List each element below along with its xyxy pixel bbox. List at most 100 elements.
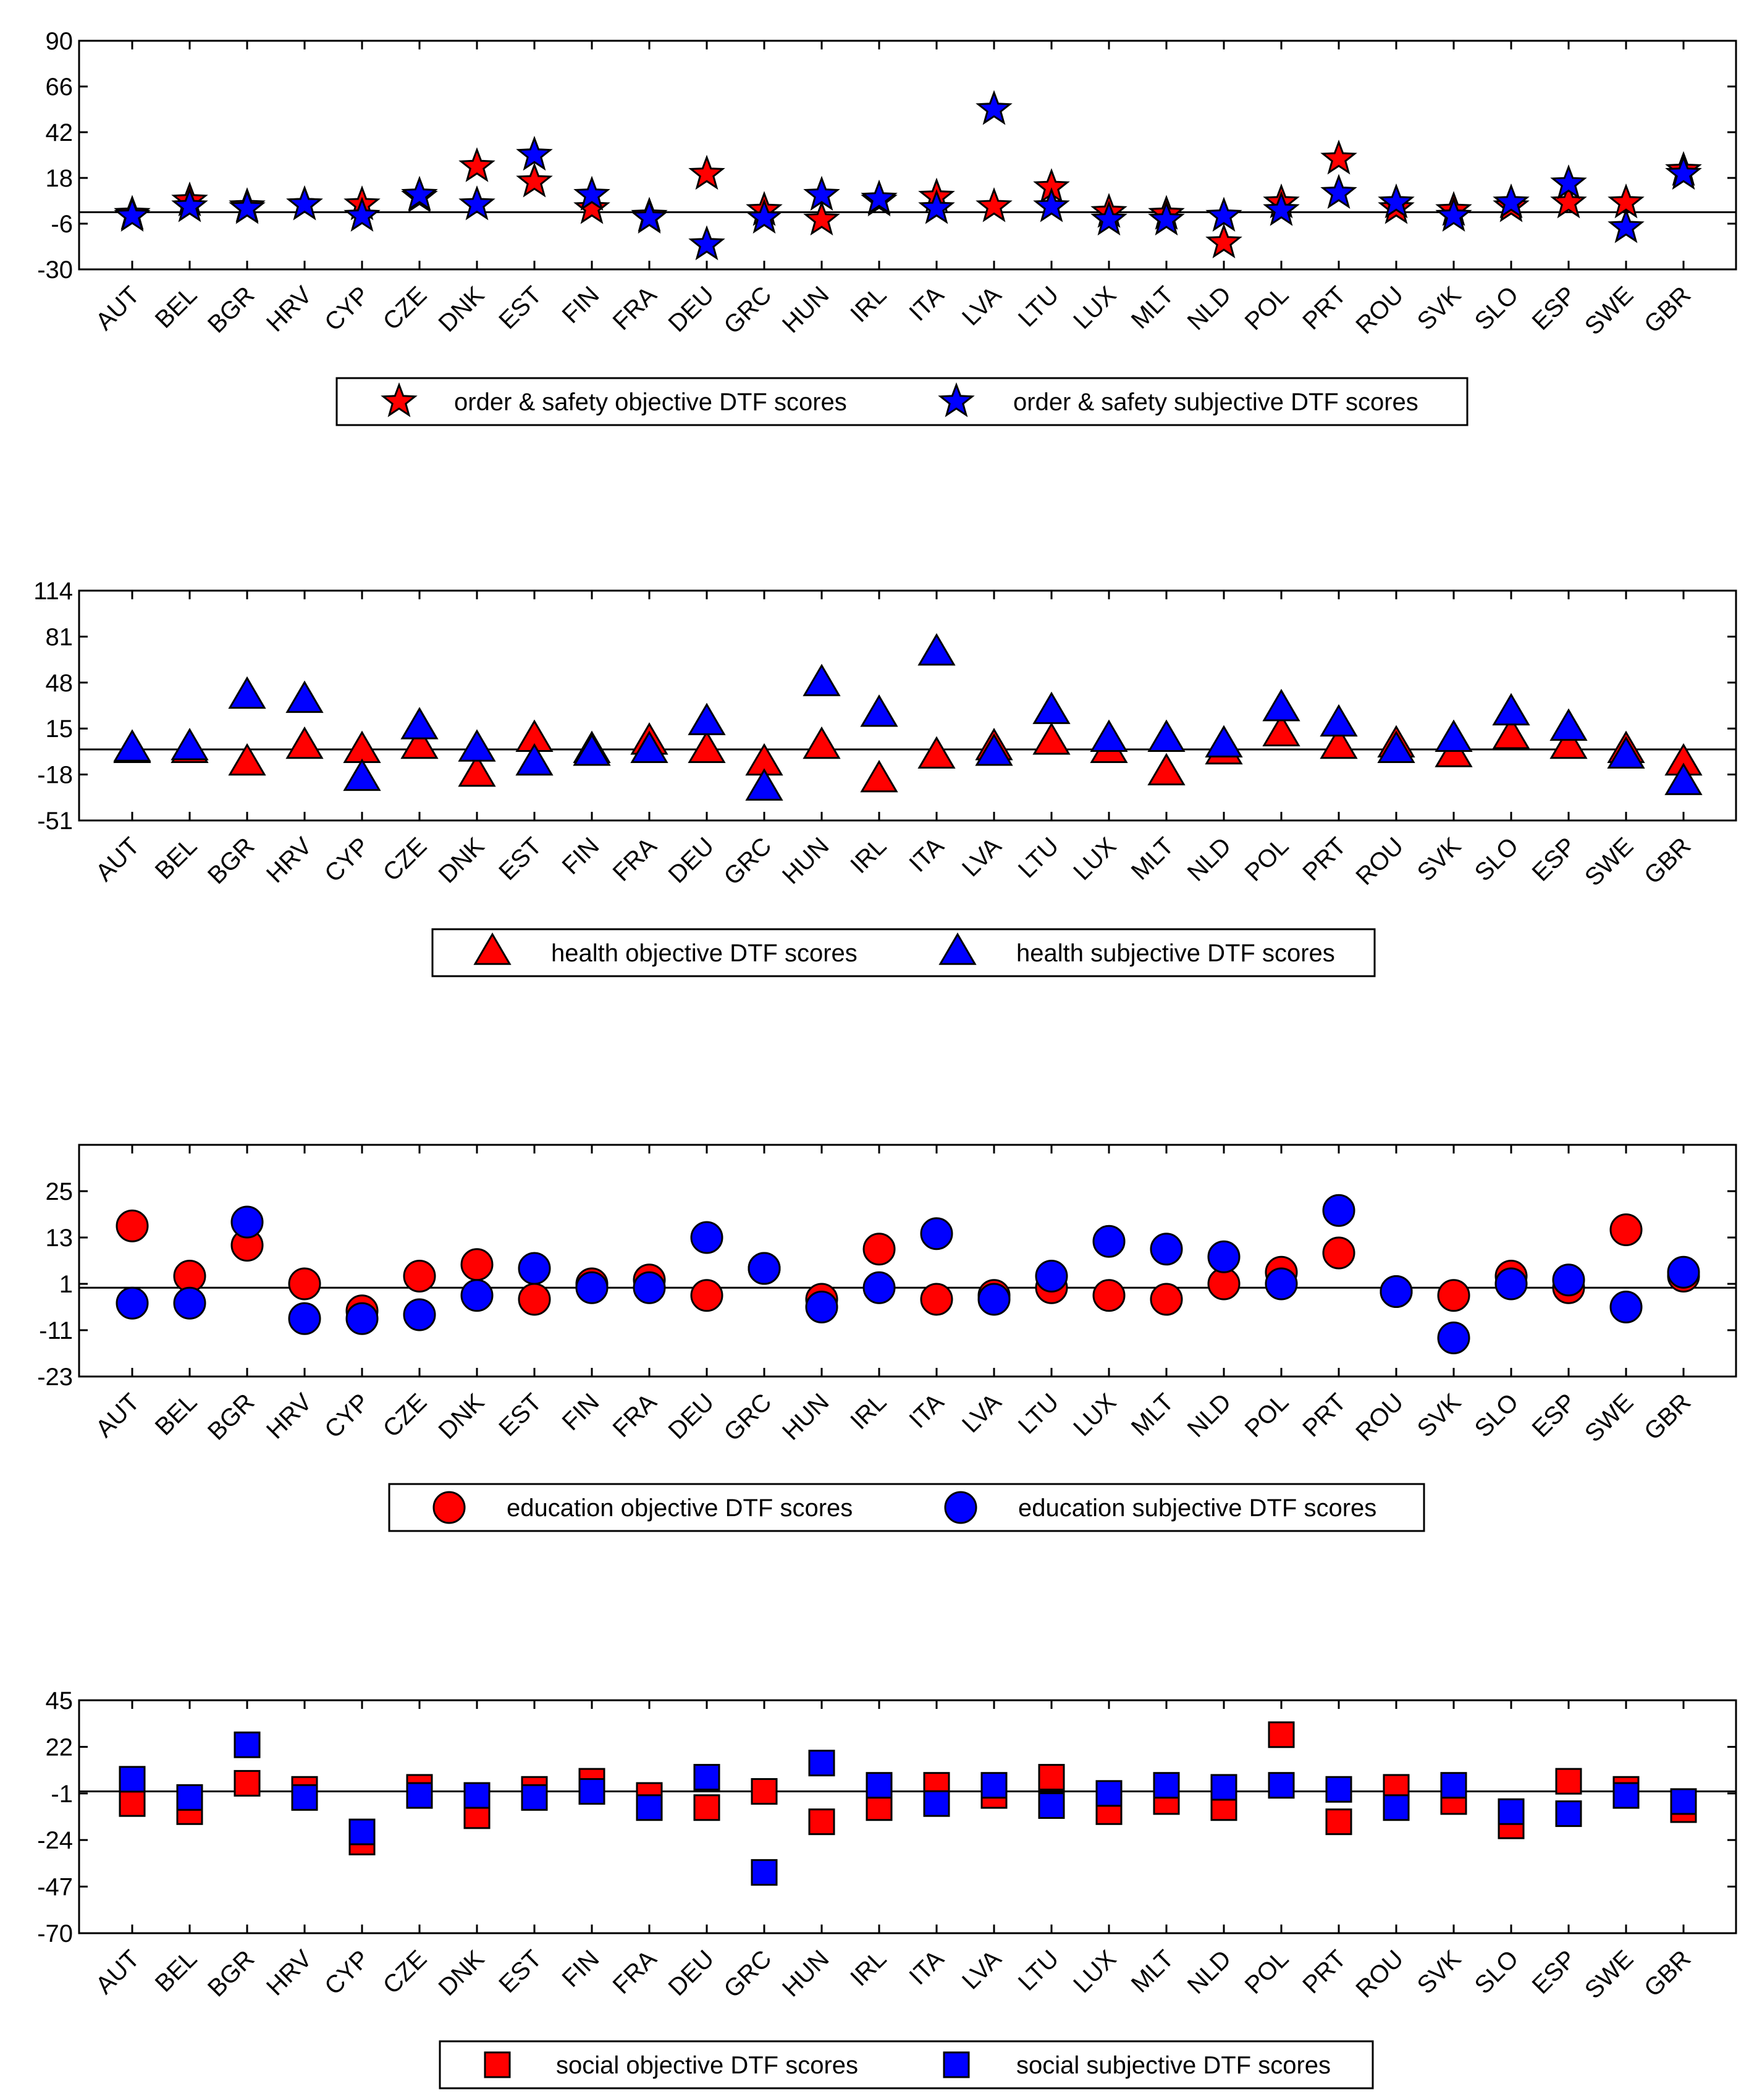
objective-point <box>1320 139 1357 175</box>
subjective-point <box>630 730 668 764</box>
subjective-point <box>573 175 610 211</box>
y-tick-label: 18 <box>46 165 74 192</box>
plot-frame <box>78 1699 1737 1934</box>
y-tick-label: 81 <box>46 623 74 651</box>
subjective-point <box>1498 1798 1525 1825</box>
subjective-point <box>1493 183 1530 219</box>
subjective-point <box>345 1302 379 1335</box>
subjective-point <box>1667 1255 1700 1289</box>
y-tick-label: 42 <box>46 119 74 146</box>
subjective-point <box>171 728 209 761</box>
legend-marker-subjective <box>944 1491 977 1524</box>
plot-frame <box>78 1144 1737 1378</box>
subjective-point <box>1268 1772 1295 1799</box>
subjective-point <box>1320 174 1357 209</box>
subjective-point <box>113 729 151 762</box>
subjective-point <box>1153 1772 1180 1799</box>
subjective-point <box>631 198 668 234</box>
subjective-point <box>286 185 323 221</box>
objective-point <box>1092 1279 1126 1312</box>
y-tick-labels: 45 22 -1 -24 -47 -70 <box>37 1687 1736 1947</box>
subjective-point <box>119 1766 146 1793</box>
subjective-point <box>808 1750 835 1777</box>
subjective-point <box>1377 730 1415 764</box>
subjective-point <box>1555 1800 1582 1828</box>
subjective-point <box>515 743 554 776</box>
subjective-point <box>803 175 840 211</box>
subjective-point <box>1552 1263 1585 1297</box>
objective-point <box>688 730 726 764</box>
legend-marker-objective <box>473 932 512 965</box>
subjective-point <box>688 225 725 261</box>
y-tick-label: -18 <box>37 762 73 789</box>
subjective-point <box>980 1772 1008 1799</box>
legend-marker-subjective <box>943 2051 970 2078</box>
subjective-point <box>688 702 726 735</box>
objective-point <box>288 1267 321 1301</box>
subjective-point <box>1322 1194 1355 1227</box>
subjective-point <box>1612 1782 1640 1809</box>
y-tick-label: 22 <box>46 1734 74 1761</box>
subjective-point <box>1608 208 1645 243</box>
subjective-point <box>1609 1291 1643 1323</box>
subjective-point <box>866 1772 893 1799</box>
objective-point <box>119 1790 146 1817</box>
subjective-point <box>693 1764 720 1791</box>
legend-marker-subjective <box>938 382 975 418</box>
y-tick-label: 90 <box>46 28 74 55</box>
subjective-point <box>917 633 956 666</box>
subjective-point <box>229 189 266 224</box>
subjective-point <box>975 733 1013 766</box>
y-tick-label: -24 <box>37 1827 73 1854</box>
legend-label-subjective: education subjective DTF scores <box>1018 1495 1376 1522</box>
subjective-point <box>923 1790 950 1817</box>
y-tick-label: -70 <box>37 1920 73 1947</box>
subjective-point <box>862 1271 896 1304</box>
objective-point <box>400 726 439 759</box>
data-points <box>119 1721 1697 1886</box>
y-tick-label: -11 <box>39 1317 73 1344</box>
y-tick-label: 66 <box>46 74 74 101</box>
subjective-point <box>1210 1774 1237 1801</box>
subjective-point <box>745 768 783 801</box>
legend-label-subjective: health subjective DTF scores <box>1016 940 1335 967</box>
objective-point <box>1550 183 1587 219</box>
subjective-point <box>860 694 898 727</box>
y-tick-label: -1 <box>51 1781 73 1808</box>
objective-point <box>234 1769 261 1797</box>
subjective-point <box>1038 1792 1065 1819</box>
legend-box <box>388 1483 1425 1532</box>
subjective-point <box>521 1784 548 1811</box>
subjective-point <box>228 676 266 709</box>
subjective-point <box>805 1291 838 1323</box>
y-tick-label: 48 <box>46 670 74 697</box>
subjective-point <box>1325 1776 1352 1803</box>
legend-marker-objective <box>432 1491 466 1524</box>
subjective-point <box>861 179 898 215</box>
legend-box <box>335 377 1469 426</box>
y-tick-label: -6 <box>51 211 73 238</box>
legend-label-objective: education objective DTF scores <box>507 1495 853 1522</box>
y-tick-label: -23 <box>37 1364 73 1391</box>
legend-label-objective: order & safety objective DTF scores <box>454 389 847 416</box>
subjective-point <box>690 1221 723 1254</box>
y-tick-label: 45 <box>46 1687 74 1714</box>
objective-point <box>976 187 1013 222</box>
subjective-point <box>1148 200 1185 236</box>
subjective-point <box>1549 708 1588 741</box>
legend-marker-shape <box>432 1491 466 1524</box>
legend-box <box>431 928 1376 977</box>
subjective-point <box>234 1731 261 1758</box>
subjective-point <box>171 187 208 222</box>
subjective-point <box>1670 1788 1697 1815</box>
subjective-point <box>114 196 151 232</box>
objective-point <box>1322 1236 1355 1270</box>
legend-marker-shape <box>938 382 975 418</box>
objective-point <box>751 1778 778 1805</box>
data-points <box>114 90 1702 261</box>
objective-point <box>116 1209 149 1242</box>
legend-marker-subjective <box>938 932 977 965</box>
objective-point <box>1492 716 1530 749</box>
subjective-point <box>1435 719 1473 752</box>
